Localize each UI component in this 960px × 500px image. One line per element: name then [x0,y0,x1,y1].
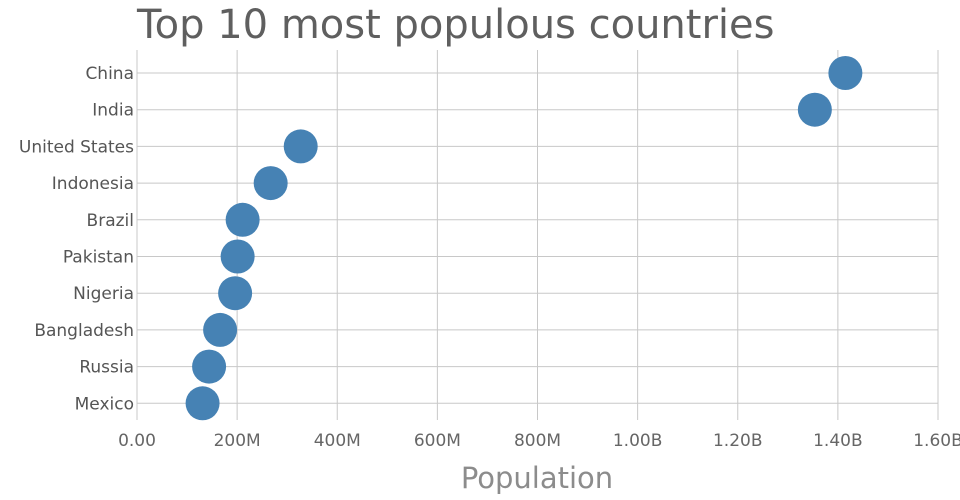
category-label: Bangladesh [34,321,134,341]
data-point [283,129,318,164]
data-points [185,56,863,421]
chart-title: Top 10 most populous countries [136,2,774,48]
category-label: Pakistan [63,248,134,268]
data-point [253,166,288,201]
x-tick-label: 400M [314,431,361,451]
data-point [220,239,255,274]
data-point [218,276,253,311]
data-point [203,312,238,347]
category-label: Nigeria [73,284,134,304]
x-axis-title: Population [461,461,613,495]
category-label: Russia [79,358,134,378]
category-label: India [92,101,134,121]
x-tick-label: 800M [514,431,561,451]
data-point [185,386,220,421]
data-point [192,349,227,384]
x-tick-label: 1.20B [713,431,763,451]
category-label: Brazil [87,211,134,231]
x-tick-labels: 0.00 200M 400M 600M 800M 1.00B 1.20B 1.40B 1.60B [118,431,960,451]
data-point [797,92,832,127]
data-point [225,202,260,237]
grid [136,50,939,420]
x-tick-label: 0.00 [118,431,156,451]
x-tick-label: 1.00B [613,431,663,451]
x-tick-label: 600M [414,431,461,451]
category-label: China [85,64,134,84]
data-point [828,56,863,90]
category-labels: China India United States Indonesia Brazil Pa… [19,64,134,414]
x-tick-label: 1.60B [913,431,960,451]
category-label: Mexico [75,394,134,414]
x-tick-label: 1.40B [813,431,863,451]
category-label: Indonesia [52,174,134,194]
x-tick-label: 200M [214,431,261,451]
category-label: United States [19,137,134,157]
